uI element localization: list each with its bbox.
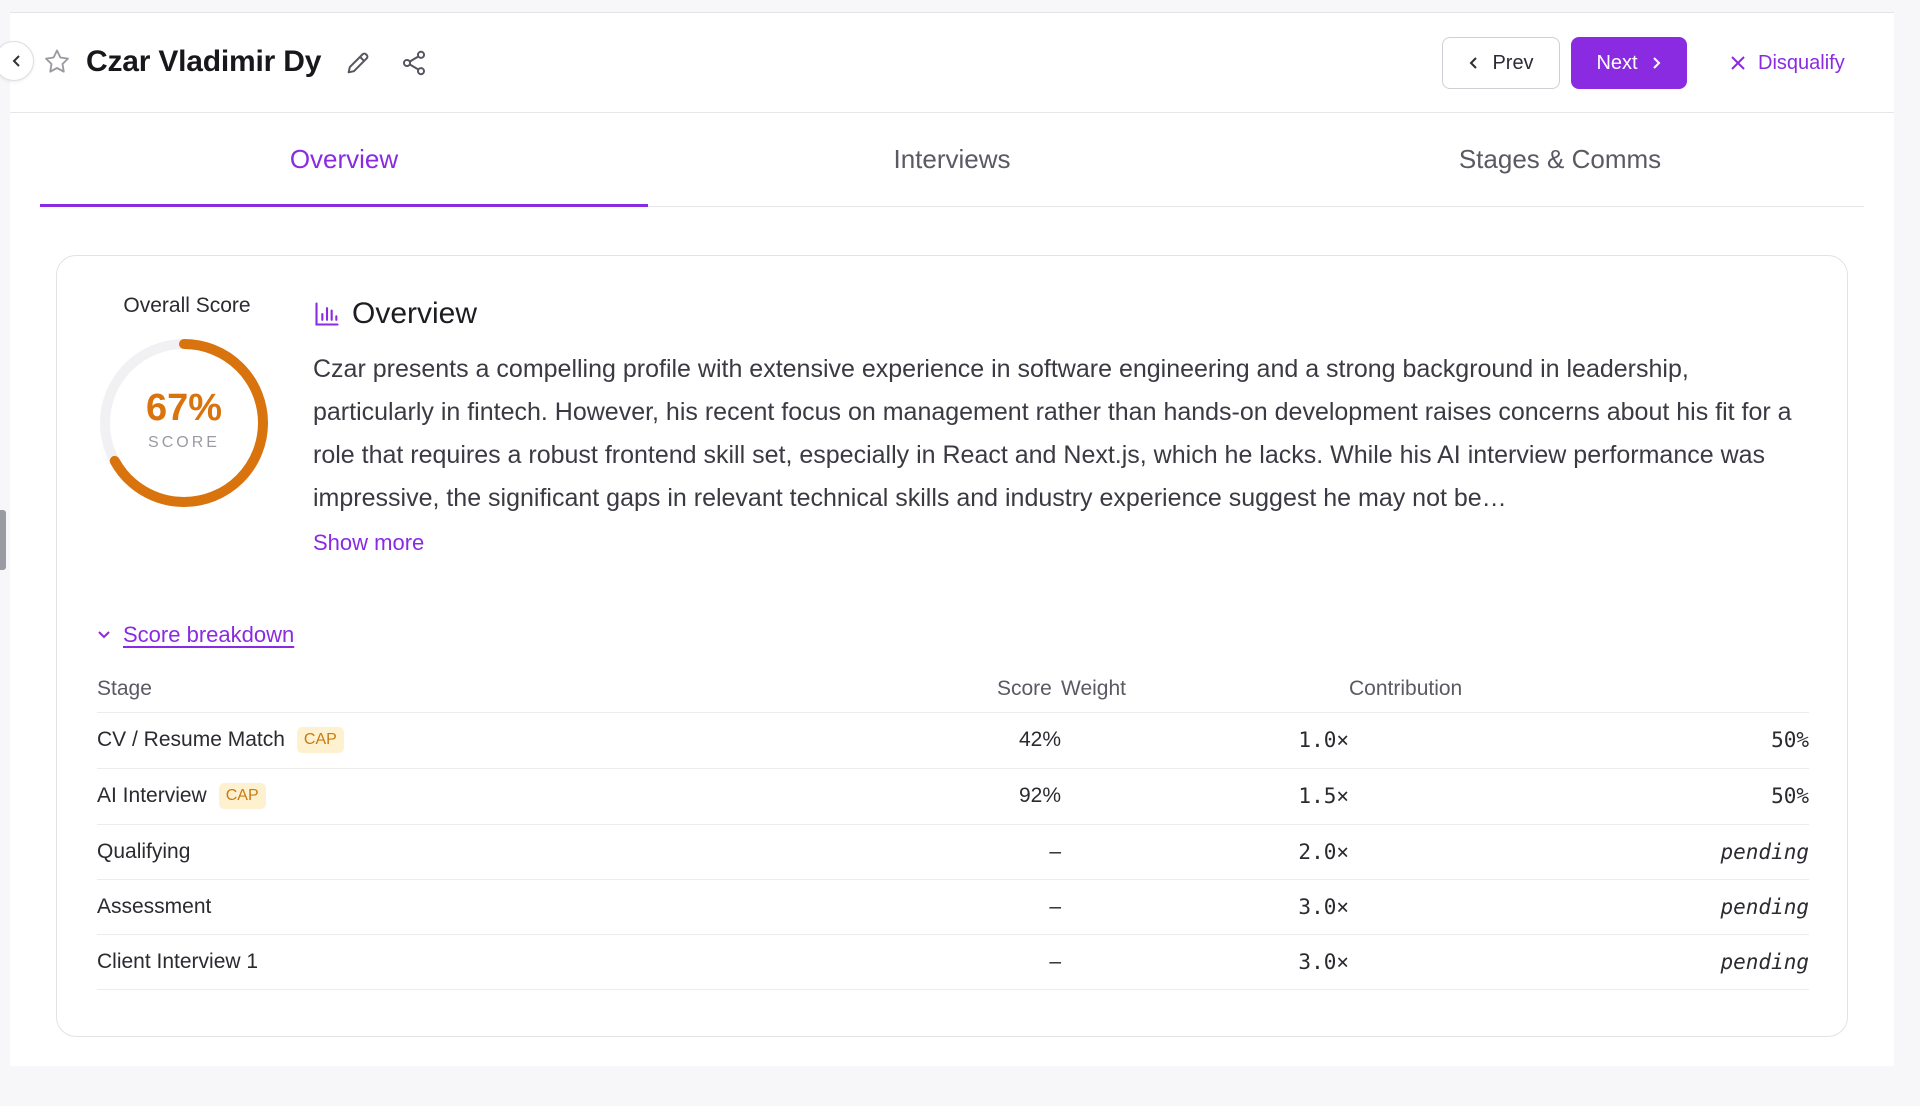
table-row: Assessment – 3.0× pending xyxy=(97,879,1809,935)
table-row: Qualifying – 2.0× pending xyxy=(97,824,1809,880)
column-header-score: Score xyxy=(997,666,1061,713)
cap-badge: CAP xyxy=(218,783,266,809)
tab-stages-comms[interactable]: Stages & Comms xyxy=(1458,144,1662,174)
stage-name: Client Interview 1 xyxy=(97,934,997,990)
overall-score-value: 67% xyxy=(145,387,223,429)
collapse-panel-button[interactable] xyxy=(0,41,34,81)
weight-cell: 3.0× xyxy=(1061,934,1349,990)
scrollbar-handle[interactable] xyxy=(0,510,6,570)
chevron-down-icon xyxy=(98,631,110,639)
cap-badge: CAP xyxy=(296,727,344,753)
weight-cell: 3.0× xyxy=(1061,879,1349,935)
edit-pencil-icon[interactable] xyxy=(344,49,372,77)
stage-cell: AI Interview CAP xyxy=(97,768,997,825)
contribution-cell: 50% xyxy=(1349,712,1809,769)
show-more-link[interactable]: Show more xyxy=(313,530,425,555)
score-cell: 42% xyxy=(997,712,1061,769)
chevron-left-icon xyxy=(12,55,20,67)
score-cell: – xyxy=(997,879,1061,935)
table-row: CV / Resume Match CAP 42% 1.0× 50% xyxy=(97,712,1809,769)
contribution-cell: 50% xyxy=(1349,768,1809,825)
stage-name: AI Interview xyxy=(97,784,207,807)
tab-bar: Overview Interviews Stages & Comms xyxy=(40,113,1864,207)
chevron-right-icon xyxy=(1652,57,1660,69)
stage-name: CV / Resume Match xyxy=(97,728,285,751)
tab-overview[interactable]: Overview xyxy=(40,113,648,207)
overview-summary: Czar presents a compelling profile with … xyxy=(313,355,1792,512)
overall-score-sublabel: SCORE xyxy=(148,434,220,451)
disqualify-label: Disqualify xyxy=(1758,51,1845,74)
weight-cell: 1.5× xyxy=(1061,768,1349,825)
contribution-cell: pending xyxy=(1349,824,1809,880)
disqualify-button[interactable]: Disqualify xyxy=(1716,37,1856,89)
table-row: AI Interview CAP 92% 1.5× 50% xyxy=(97,768,1809,825)
stage-name: Assessment xyxy=(97,879,997,935)
weight-cell: 2.0× xyxy=(1061,824,1349,880)
candidate-header: Czar Vladimir Dy Prev Next Disqualify xyxy=(0,13,1894,113)
overall-score-label: Overall Score xyxy=(123,294,251,317)
overview-card: Overall Score 67% SCORE Overview Czar pr… xyxy=(56,255,1848,1037)
score-cell: – xyxy=(997,824,1061,880)
column-header-weight: Weight xyxy=(1061,666,1349,713)
score-breakdown-label: Score breakdown xyxy=(123,622,295,647)
candidate-name: Czar Vladimir Dy xyxy=(86,45,322,78)
page-footer-area xyxy=(0,1066,1920,1106)
chevron-left-icon xyxy=(1470,57,1478,69)
prev-label: Prev xyxy=(1492,51,1534,74)
table-row: Client Interview 1 – 3.0× pending xyxy=(97,934,1809,990)
score-gauge-arc xyxy=(100,339,268,507)
contribution-cell: pending xyxy=(1349,934,1809,990)
score-gauge xyxy=(100,339,268,507)
score-breakdown-toggle[interactable]: Score breakdown xyxy=(97,622,294,648)
share-icon[interactable] xyxy=(400,49,428,77)
tab-interviews[interactable]: Interviews xyxy=(893,144,1011,174)
next-button[interactable]: Next xyxy=(1571,37,1687,89)
contribution-cell: pending xyxy=(1349,879,1809,935)
overview-title: Overview xyxy=(352,297,478,330)
candidate-panel: Czar Vladimir Dy Prev Next Disqualify Ov… xyxy=(0,12,1894,1066)
next-label: Next xyxy=(1596,51,1638,74)
score-cell: – xyxy=(997,934,1061,990)
score-cell: 92% xyxy=(997,768,1061,825)
prev-button[interactable]: Prev xyxy=(1442,37,1560,89)
score-breakdown-table: Stage Score Weight Contribution CV / Res… xyxy=(97,666,1809,990)
star-icon[interactable] xyxy=(42,47,72,77)
stage-cell: CV / Resume Match CAP xyxy=(97,712,997,769)
close-icon xyxy=(1731,56,1745,70)
column-header-contribution: Contribution xyxy=(1349,666,1809,713)
stage-name: Qualifying xyxy=(97,824,997,880)
bar-chart-icon xyxy=(315,302,339,326)
weight-cell: 1.0× xyxy=(1061,712,1349,769)
column-header-stage: Stage xyxy=(97,666,997,713)
